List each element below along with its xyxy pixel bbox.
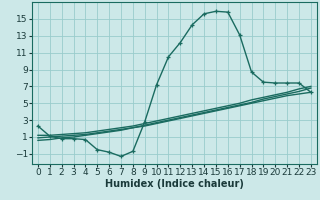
- X-axis label: Humidex (Indice chaleur): Humidex (Indice chaleur): [105, 179, 244, 189]
